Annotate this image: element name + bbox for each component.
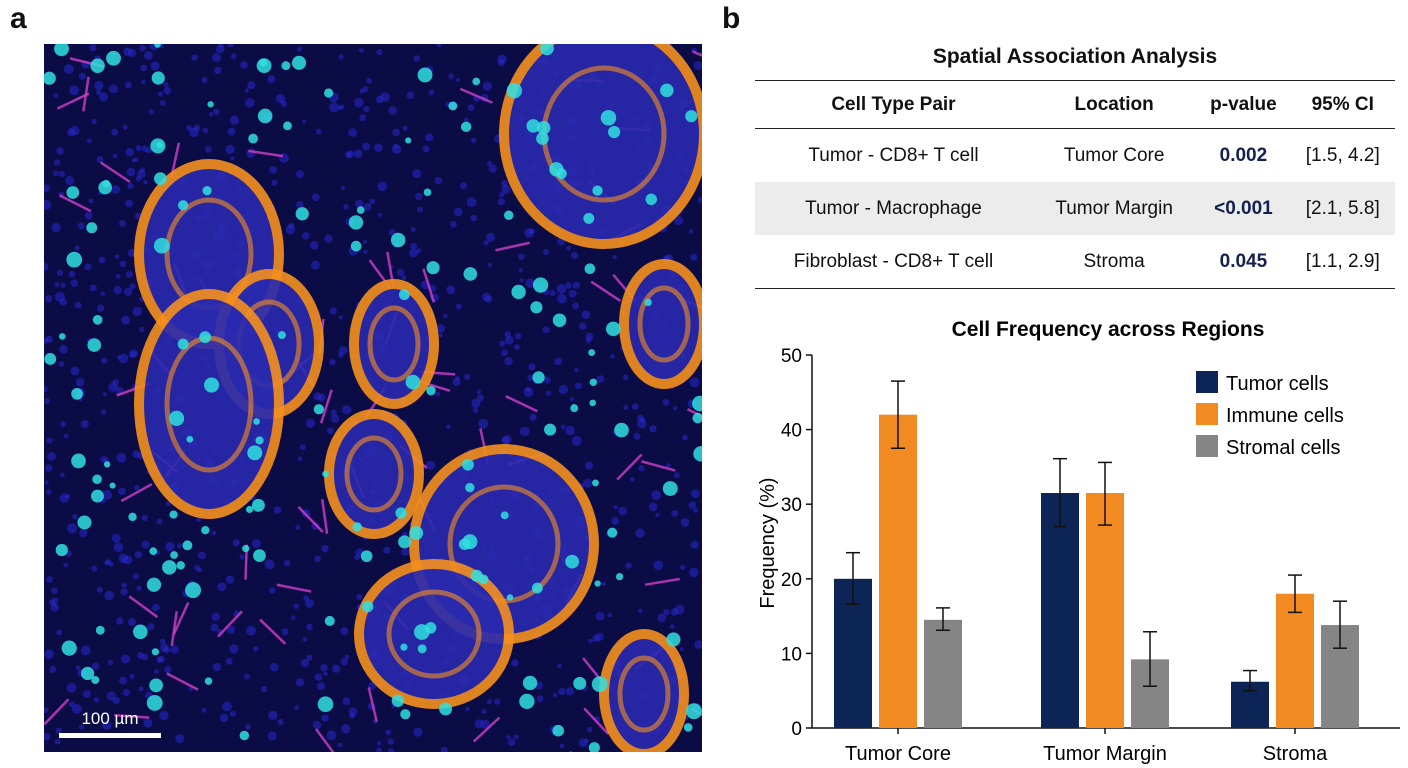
cell-p-value: 0.045 [1219,250,1268,272]
x-tick-label: Tumor Core [845,743,951,765]
y-tick-label: 50 [781,346,802,367]
fluorescence-micrograph: 100 µm [44,44,702,752]
error-bar [891,380,905,449]
header-ci: 95% CI [1311,93,1374,115]
error-bar [1288,574,1302,614]
immune-cells [44,44,702,752]
error-bar [936,607,950,632]
table-header-row: Cell Type Pair Location p-value 95% CI [755,80,1395,129]
cell-ci: [2.1, 5.8] [1305,197,1380,219]
table-row: Tumor - CD8+ T cell Tumor Core 0.002 [1.… [755,129,1395,183]
legend-label: Immune cells [1226,405,1344,427]
panel-label-a: a [10,2,27,35]
micrograph-image [44,44,702,752]
cell-ci: [1.5, 4.2] [1305,144,1380,166]
cell-p-value: <0.001 [1214,197,1273,219]
cell-location: Tumor Core [1063,144,1165,166]
legend-swatch [1196,435,1218,457]
x-tick-label: Tumor Margin [1043,743,1167,765]
error-bar [1333,600,1347,649]
error-bar [1098,461,1112,526]
cell-frequency-bar-chart: Cell Frequency across Regions Frequency … [757,318,1400,765]
tumor-glands [134,44,702,752]
bar-stromal-cells [924,619,962,728]
y-axis-label: Frequency (%) [757,477,779,608]
header-cell-type-pair: Cell Type Pair [831,93,956,115]
header-p-value: p-value [1210,93,1277,115]
error-bar [1243,669,1257,692]
panel-label-b: b [722,2,741,35]
x-tick-label: Stroma [1263,743,1328,765]
bar-immune-cells [879,414,917,728]
chart-title: Cell Frequency across Regions [952,318,1265,341]
scale-bar-line [59,733,161,738]
y-tick-label: 0 [791,719,802,740]
bar-immune-cells [1086,493,1124,728]
table-title: Spatial Association Analysis [932,45,1218,68]
error-bar [1053,457,1067,528]
cell-pair: Fibroblast - CD8+ T cell [793,250,994,272]
y-tick-label: 10 [781,644,802,665]
error-bar [1143,631,1157,687]
error-bar [846,551,860,605]
scale-bar: 100 µm [59,709,161,738]
legend-swatch [1196,403,1218,425]
legend-label: Stromal cells [1226,437,1340,459]
legend: Tumor cells Immune cells Stromal cells [1196,371,1344,459]
cell-pair: Tumor - Macrophage [805,197,982,219]
spatial-association-table: Spatial Association Analysis Cell Type P… [755,40,1395,289]
scale-bar-label: 100 µm [81,709,139,728]
legend-swatch [1196,371,1218,393]
y-tick-label: 30 [781,495,802,516]
cell-pair: Tumor - CD8+ T cell [808,144,979,166]
header-location: Location [1074,93,1154,115]
bar-tumor-cells [1041,493,1079,728]
y-tick-label: 40 [781,421,802,442]
table-row: Tumor - Macrophage Tumor Margin <0.001 [… [755,182,1395,235]
bar-immune-cells [1276,593,1314,728]
y-tick-label: 20 [781,570,802,591]
cell-p-value: 0.002 [1219,144,1268,166]
legend-label: Tumor cells [1226,373,1329,395]
cell-ci: [1.1, 2.9] [1305,250,1380,272]
cell-location: Tumor Margin [1055,197,1173,219]
table-row: Fibroblast - CD8+ T cell Stroma 0.045 [1… [755,235,1395,289]
cell-location: Stroma [1083,250,1145,272]
